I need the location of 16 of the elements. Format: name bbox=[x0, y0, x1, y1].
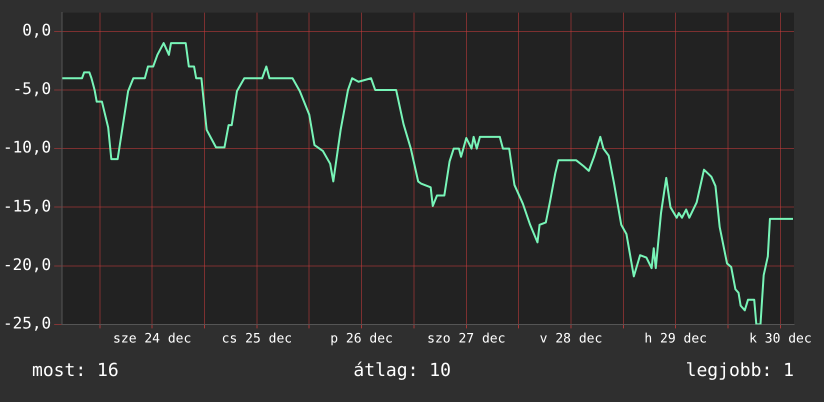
x-tick-label: cs 25 dec bbox=[222, 332, 292, 347]
y-tick-label: -15,0 bbox=[2, 196, 52, 216]
text: átlag: 10 bbox=[353, 360, 451, 381]
text: legjobb: 1 bbox=[686, 360, 794, 381]
x-tick-label: szo 27 dec bbox=[427, 332, 506, 347]
y-tick-label: -5,0 bbox=[12, 79, 52, 98]
x-tick-label: k 30 dec bbox=[749, 332, 812, 347]
x-tick-label: sze 24 dec bbox=[113, 332, 192, 347]
text: most: 16 bbox=[32, 360, 119, 381]
x-tick-label: v 28 dec bbox=[540, 332, 602, 347]
y-tick-label: -25,0 bbox=[2, 314, 52, 333]
x-tick-label: p 26 dec bbox=[330, 332, 393, 347]
y-tick-label: -10,0 bbox=[2, 138, 52, 157]
x-tick-label: h 29 dec bbox=[644, 332, 708, 347]
y-tick-label: 0,0 bbox=[22, 20, 52, 40]
y-tick-label: -20,0 bbox=[2, 254, 52, 274]
